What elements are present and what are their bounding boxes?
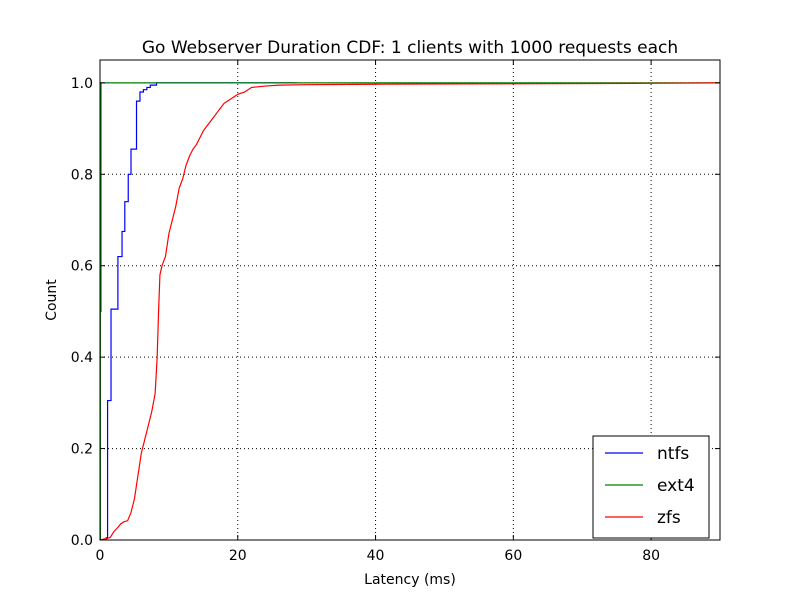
y-tick-label: 0.2 <box>71 442 93 458</box>
x-tick-label: 40 <box>367 548 385 564</box>
chart-title: Go Webserver Duration CDF: 1 clients wit… <box>142 38 678 58</box>
legend-label-ntfs: ntfs <box>657 444 689 464</box>
x-axis-label: Latency (ms) <box>364 572 456 588</box>
series-line-ntfs <box>105 82 297 540</box>
x-tick-label: 0 <box>96 548 105 564</box>
series-line-zfs <box>100 82 720 540</box>
y-tick-label: 0.6 <box>71 259 93 275</box>
axis-ticks: 0 20 40 60 80 0.0 0.2 0.4 0.6 0.8 1.0 <box>71 60 720 564</box>
x-tick-label: 80 <box>642 548 660 564</box>
legend-label-zfs: zfs <box>657 508 681 528</box>
y-axis-label: Count <box>44 279 60 321</box>
y-tick-label: 0.0 <box>71 533 93 549</box>
x-tick-label: 60 <box>504 548 522 564</box>
plot-frame <box>99 59 721 541</box>
y-tick-label: 0.8 <box>71 167 93 183</box>
y-tick-label: 0.4 <box>71 350 93 366</box>
legend: ntfs ext4 zfs <box>592 435 710 539</box>
y-tick-label: 1.0 <box>71 76 93 92</box>
legend-label-ext4: ext4 <box>657 476 695 496</box>
x-tick-label: 20 <box>229 548 247 564</box>
